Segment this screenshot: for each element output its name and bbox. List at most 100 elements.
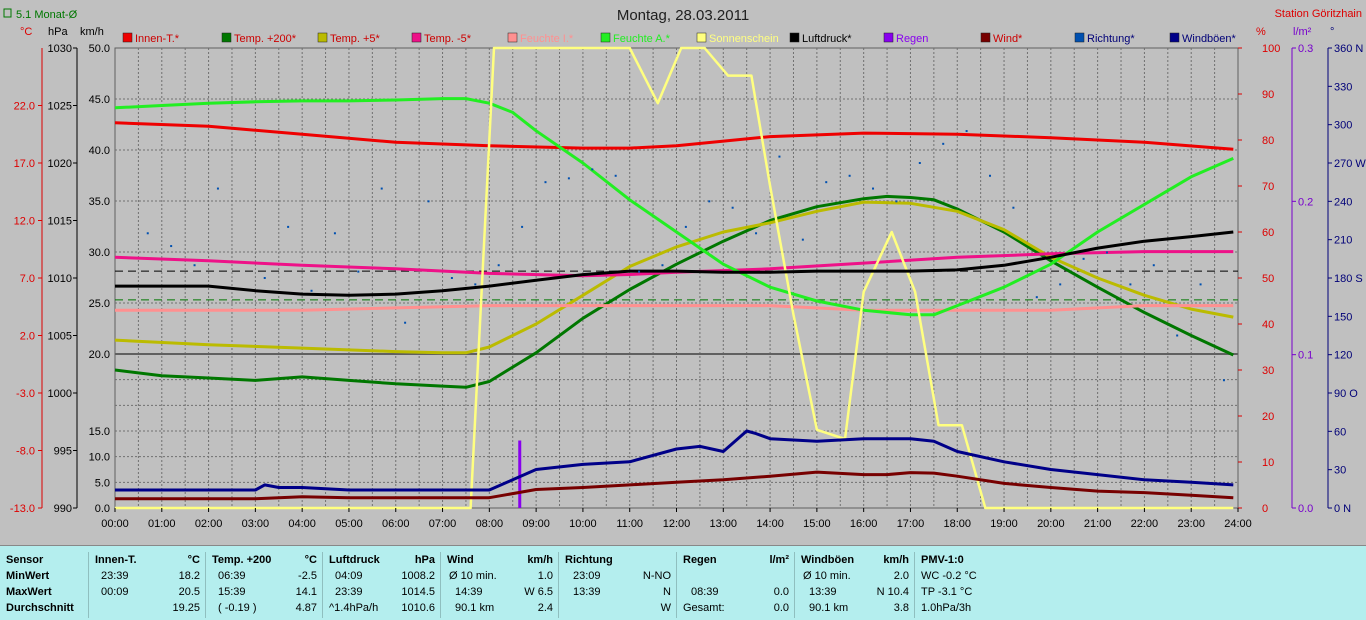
direction-tick-label: 240 [1334, 196, 1352, 208]
legend-label: Regen [896, 33, 928, 45]
series-richtung-point [146, 232, 149, 235]
series-richtung-point [216, 187, 219, 190]
series-feuchte-i-line [115, 304, 1234, 312]
stats-pressure: Luftdruck hPa 04:09 1008.2 23:39 1014.5 ^1.… [322, 552, 441, 618]
x-tick-label: 22:00 [1131, 518, 1159, 530]
series-richtung-point [942, 142, 945, 145]
series-richtung-point [825, 181, 828, 184]
series-richtung-point [1222, 379, 1225, 382]
direction-tick-label: 60 [1334, 426, 1346, 438]
legend-swatch [221, 32, 232, 43]
stats-gusts-max-val: N 10.4 [876, 586, 909, 598]
series-richtung-point [614, 174, 617, 177]
temp-tick-label: 7.0 [20, 273, 35, 285]
x-tick-label: 09:00 [522, 518, 550, 530]
legend-label: Windböen* [1182, 33, 1237, 45]
stats-label-avg: Durchschnitt [6, 602, 74, 614]
speed-tick-label: 15.0 [89, 426, 110, 438]
direction-tick-label: 90 O [1334, 388, 1358, 400]
x-tick-label: 19:00 [990, 518, 1018, 530]
percent-tick-label: 90 [1262, 89, 1274, 101]
stats-innen-title: Innen-T. [95, 554, 137, 566]
stats-direction: Richtung 23:09 N-NO 13:39 N W [558, 552, 677, 618]
direction-tick-label: 300 [1334, 120, 1352, 132]
percent-tick-label: 20 [1262, 411, 1274, 423]
x-tick-label: 18:00 [943, 518, 971, 530]
stats-gusts-title: Windböen [801, 554, 855, 566]
series-feuchte-a-line [114, 97, 1234, 317]
series-richtung-point [591, 168, 594, 171]
legend-label: Luftdruck* [802, 33, 852, 45]
percent-tick-label: 40 [1262, 319, 1274, 331]
series-windb-en-line [115, 429, 1234, 492]
rain-tick-label: 0.1 [1298, 350, 1313, 362]
legend-swatch [507, 32, 518, 43]
series-richtung-point [684, 225, 687, 228]
pressure-tick-label: 1015 [48, 216, 72, 228]
pressure-tick-label: 1030 [48, 43, 72, 55]
x-tick-label: 10:00 [569, 518, 597, 530]
stats-pressure-max-time: 23:39 [335, 586, 363, 598]
stats-gusts-distance: 90.1 km [809, 602, 849, 614]
stats-innen-max-val: 20.5 [178, 586, 200, 598]
rain-unit-label: l/m² [1293, 26, 1312, 38]
percent-tick-label: 100 [1262, 43, 1280, 55]
series-richtung-point [778, 155, 781, 158]
speed-tick-label: 40.0 [89, 145, 110, 157]
temp-tick-label: 2.0 [20, 331, 35, 343]
x-tick-label: 00:00 [101, 518, 129, 530]
stats-wind: Wind km/h Ø 10 min. 1.0 14:39 W 6.5 90.1 km… [440, 552, 559, 618]
x-tick-label: 04:00 [288, 518, 316, 530]
series-richtung-point [1012, 206, 1015, 209]
series-richtung-point [450, 277, 453, 279]
legend-swatch [789, 32, 800, 43]
stats-innen-max-time: 00:09 [101, 586, 129, 598]
series-richtung-point [193, 264, 196, 267]
x-tick-label: 12:00 [663, 518, 691, 530]
stats-pressure-max-val: 1014.5 [401, 586, 435, 598]
series-richtung-point [708, 200, 711, 203]
series-richtung-point [1059, 283, 1062, 286]
x-tick-label: 21:00 [1084, 518, 1112, 530]
stats-rain-unit: l/m² [769, 554, 789, 566]
series-richtung-point [895, 200, 898, 203]
series-temp-5-line [114, 200, 1234, 355]
series-richtung-point [380, 187, 383, 190]
stats-direction-avg-val: W [660, 602, 671, 614]
series-richtung-point [731, 206, 734, 209]
legend-label: Temp. +200* [234, 33, 297, 45]
series-richtung-point [474, 283, 477, 286]
x-tick-label: 11:00 [616, 518, 643, 530]
legend-label: Feuchte A.* [613, 33, 671, 45]
x-tick-label: 05:00 [335, 518, 363, 530]
legend-swatch [1074, 32, 1085, 43]
stats-direction-max-time: 13:39 [573, 586, 601, 598]
speed-tick-label: 10.0 [89, 452, 110, 464]
legend-label: Feuchte I.* [520, 33, 574, 45]
x-tick-label: 03:00 [242, 518, 270, 530]
stats-temp200-min-time: 06:39 [218, 570, 246, 582]
series-richtung-point [1152, 264, 1155, 267]
legend-swatch [600, 32, 611, 43]
direction-tick-label: 360 N [1334, 43, 1363, 55]
x-tick-label: 24:00 [1224, 518, 1252, 530]
speed-tick-label: 45.0 [89, 94, 110, 106]
stats-pressure-unit: hPa [414, 554, 435, 566]
station-name: Station Göritzhain [1275, 8, 1362, 20]
direction-tick-label: 150 [1334, 311, 1352, 323]
stats-temp200-avg-extra: ( -0.19 ) [218, 602, 257, 614]
legend-label: Temp. -5* [424, 33, 472, 45]
series-richtung-point [567, 177, 570, 180]
x-tick-label: 16:00 [850, 518, 878, 530]
series-sonnenschein-line [115, 46, 1234, 510]
month-average-label: 5.1 Monat-Ø [16, 9, 78, 21]
stats-label-sensor: Sensor [6, 554, 44, 566]
stats-pmv-title: PMV-1:0 [921, 554, 964, 566]
series-wind-line [115, 470, 1234, 501]
stats-innen-min-val: 18.2 [178, 570, 200, 582]
legend-swatch [1169, 32, 1180, 43]
pressure-tick-label: 1020 [48, 158, 72, 170]
legend-swatch [122, 32, 133, 43]
stats-temp200-min-val: -2.5 [298, 570, 317, 582]
series-richtung-point [1199, 283, 1202, 286]
